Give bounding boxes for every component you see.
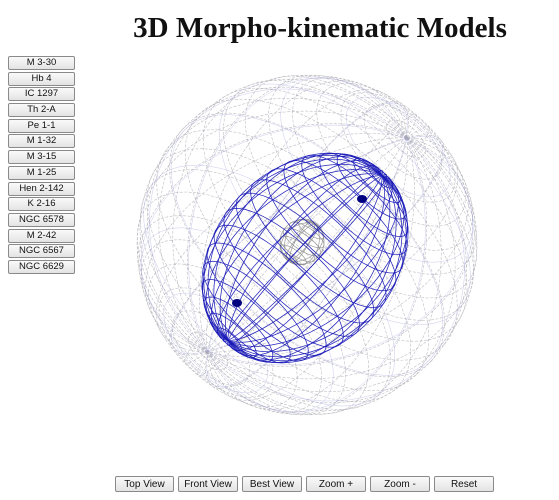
inner-shell-line-parallel [202, 260, 309, 362]
core-line-parallel [282, 227, 322, 257]
view-controls: Top View Front View Best View Zoom + Zoo… [115, 476, 494, 492]
core-line-parallel [289, 221, 325, 249]
object-button-m-3-15[interactable]: M 3-15 [8, 150, 75, 165]
inner-shell-line-parallel [203, 296, 274, 363]
inner-shell-line-parallel [206, 242, 327, 356]
outer-shell-line-meridian [206, 137, 476, 367]
object-button-pe-1-1[interactable]: Pe 1-1 [8, 118, 75, 133]
outer-shell-line-meridian [206, 137, 442, 416]
inner-shell-line-parallel [283, 160, 404, 274]
object-button-m-1-32[interactable]: M 1-32 [8, 134, 75, 149]
object-list: M 3-30 Hb 4 IC 1297 Th 2-A Pe 1-1 M 1-32… [8, 56, 75, 276]
outer-shell-line-parallel [156, 129, 430, 392]
inner-shell-upper-pole [357, 195, 367, 203]
zoom-out-button[interactable]: Zoom - [370, 476, 430, 492]
core-wireframe [279, 218, 325, 266]
reset-button[interactable]: Reset [434, 476, 494, 492]
outer-shell-highlight-line-parallel [280, 77, 474, 263]
model-viewer[interactable] [115, 70, 495, 440]
model-canvas[interactable] [115, 70, 495, 440]
outer-shell-highlight-line-parallel [346, 96, 451, 198]
inner-shell-wireframe [201, 152, 409, 364]
outer-shell-line-meridian [139, 98, 408, 353]
outer-shell-line-parallel [386, 119, 426, 158]
outer-shell-line-parallel [146, 148, 412, 403]
object-button-th-2-a[interactable]: Th 2-A [8, 103, 75, 118]
outer-shell-line-parallel [171, 310, 251, 386]
inner-shell-line-parallel [208, 312, 257, 359]
object-button-ngc-6629[interactable]: NGC 6629 [8, 259, 75, 274]
outer-shell-highlight-line-meridian [149, 88, 406, 352]
outer-shell-line-meridian [199, 80, 408, 353]
page-title: 3D Morpho-kinematic Models [133, 12, 507, 44]
object-button-hb-4[interactable]: Hb 4 [8, 71, 75, 86]
outer-shell-line-meridian [206, 137, 427, 415]
object-button-m-1-25[interactable]: M 1-25 [8, 165, 75, 180]
outer-shell-highlight-line-parallel [163, 292, 268, 394]
outer-shell-line-meridian [206, 137, 478, 380]
inner-shell-line-parallel [235, 192, 375, 324]
top-view-button[interactable]: Top View [115, 476, 174, 492]
inner-shell-line-meridian [227, 175, 409, 358]
object-button-m-2-42[interactable]: M 2-42 [8, 228, 75, 243]
inner-shell-line-parallel [250, 179, 387, 308]
outer-shell-line-meridian [136, 110, 408, 353]
outer-shell-line-parallel [316, 83, 466, 227]
inner-shell-line-meridian [201, 158, 383, 341]
zoom-in-button[interactable]: Zoom + [306, 476, 366, 492]
outer-shell-highlight-line-parallel [140, 227, 334, 413]
inner-shell-line-parallel [266, 168, 397, 292]
inner-shell-line-parallel [217, 327, 242, 351]
outer-shell-line-meridian [138, 123, 408, 353]
outer-shell-line-parallel [141, 239, 322, 413]
object-button-hen-2-142[interactable]: Hen 2-142 [8, 181, 75, 196]
outer-shell-line-parallel [244, 75, 478, 299]
inner-shell-line-parallel [336, 153, 407, 220]
object-button-ngc-6567[interactable]: NGC 6567 [8, 244, 75, 259]
inner-shell-line-parallel [319, 152, 409, 237]
outer-shell-line-parallel [137, 215, 346, 416]
outer-shell-line-parallel [363, 104, 443, 180]
outer-shell-line-parallel [292, 77, 473, 251]
outer-shell-highlight-line-parallel [143, 164, 396, 407]
outer-shell-line-parallel [268, 74, 477, 275]
outer-shell-line-parallel [188, 332, 228, 371]
inner-shell-lower-pole [232, 299, 242, 307]
outer-shell-line-meridian [145, 133, 408, 353]
outer-shell-line-parallel [148, 263, 298, 407]
outer-shell-highlight-line-parallel [170, 114, 444, 376]
outer-shell-line-parallel [158, 287, 274, 398]
outer-shell-line-meridian [206, 137, 469, 357]
best-view-button[interactable]: Best View [242, 476, 302, 492]
object-button-ngc-6578[interactable]: NGC 6578 [8, 212, 75, 227]
inner-shell-line-parallel [213, 224, 344, 348]
outer-shell-line-parallel [223, 80, 474, 321]
object-button-k-2-16[interactable]: K 2-16 [8, 197, 75, 212]
outer-shell-line-meridian [147, 86, 408, 353]
outer-shell-line-meridian [183, 137, 408, 364]
object-button-m-3-30[interactable]: M 3-30 [8, 56, 75, 70]
inner-shell-line-parallel [353, 157, 402, 204]
inner-shell-line-parallel [223, 208, 360, 337]
outer-shell-line-parallel [136, 191, 370, 415]
outer-shell-line-meridian [187, 75, 408, 353]
outer-shell-line-meridian [206, 137, 475, 392]
object-button-ic-1297[interactable]: IC 1297 [8, 87, 75, 102]
outer-shell-wireframe [136, 74, 478, 416]
front-view-button[interactable]: Front View [178, 476, 238, 492]
inner-shell-line-parallel [301, 154, 408, 256]
